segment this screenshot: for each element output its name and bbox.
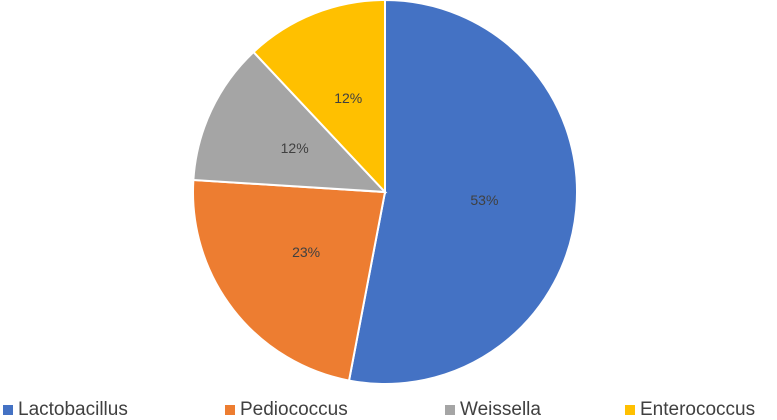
data-label: 12% <box>334 90 362 106</box>
data-label: 53% <box>470 192 498 208</box>
legend-label: Lactobacillus <box>18 399 128 420</box>
legend-label: Enterococcus <box>640 399 755 420</box>
legend-label: Weissella <box>460 399 541 420</box>
pie-slice <box>252 0 386 195</box>
legend-swatch <box>225 405 235 415</box>
legend-swatch <box>625 405 635 415</box>
data-label: 23% <box>292 244 320 260</box>
legend-swatch <box>445 405 455 415</box>
legend-swatch <box>3 405 13 415</box>
data-label: 12% <box>281 140 309 156</box>
legend-label: Pediococcus <box>240 399 348 420</box>
pie-slice <box>192 178 387 382</box>
pie-slice <box>192 50 388 194</box>
pie-slice <box>347 0 578 385</box>
